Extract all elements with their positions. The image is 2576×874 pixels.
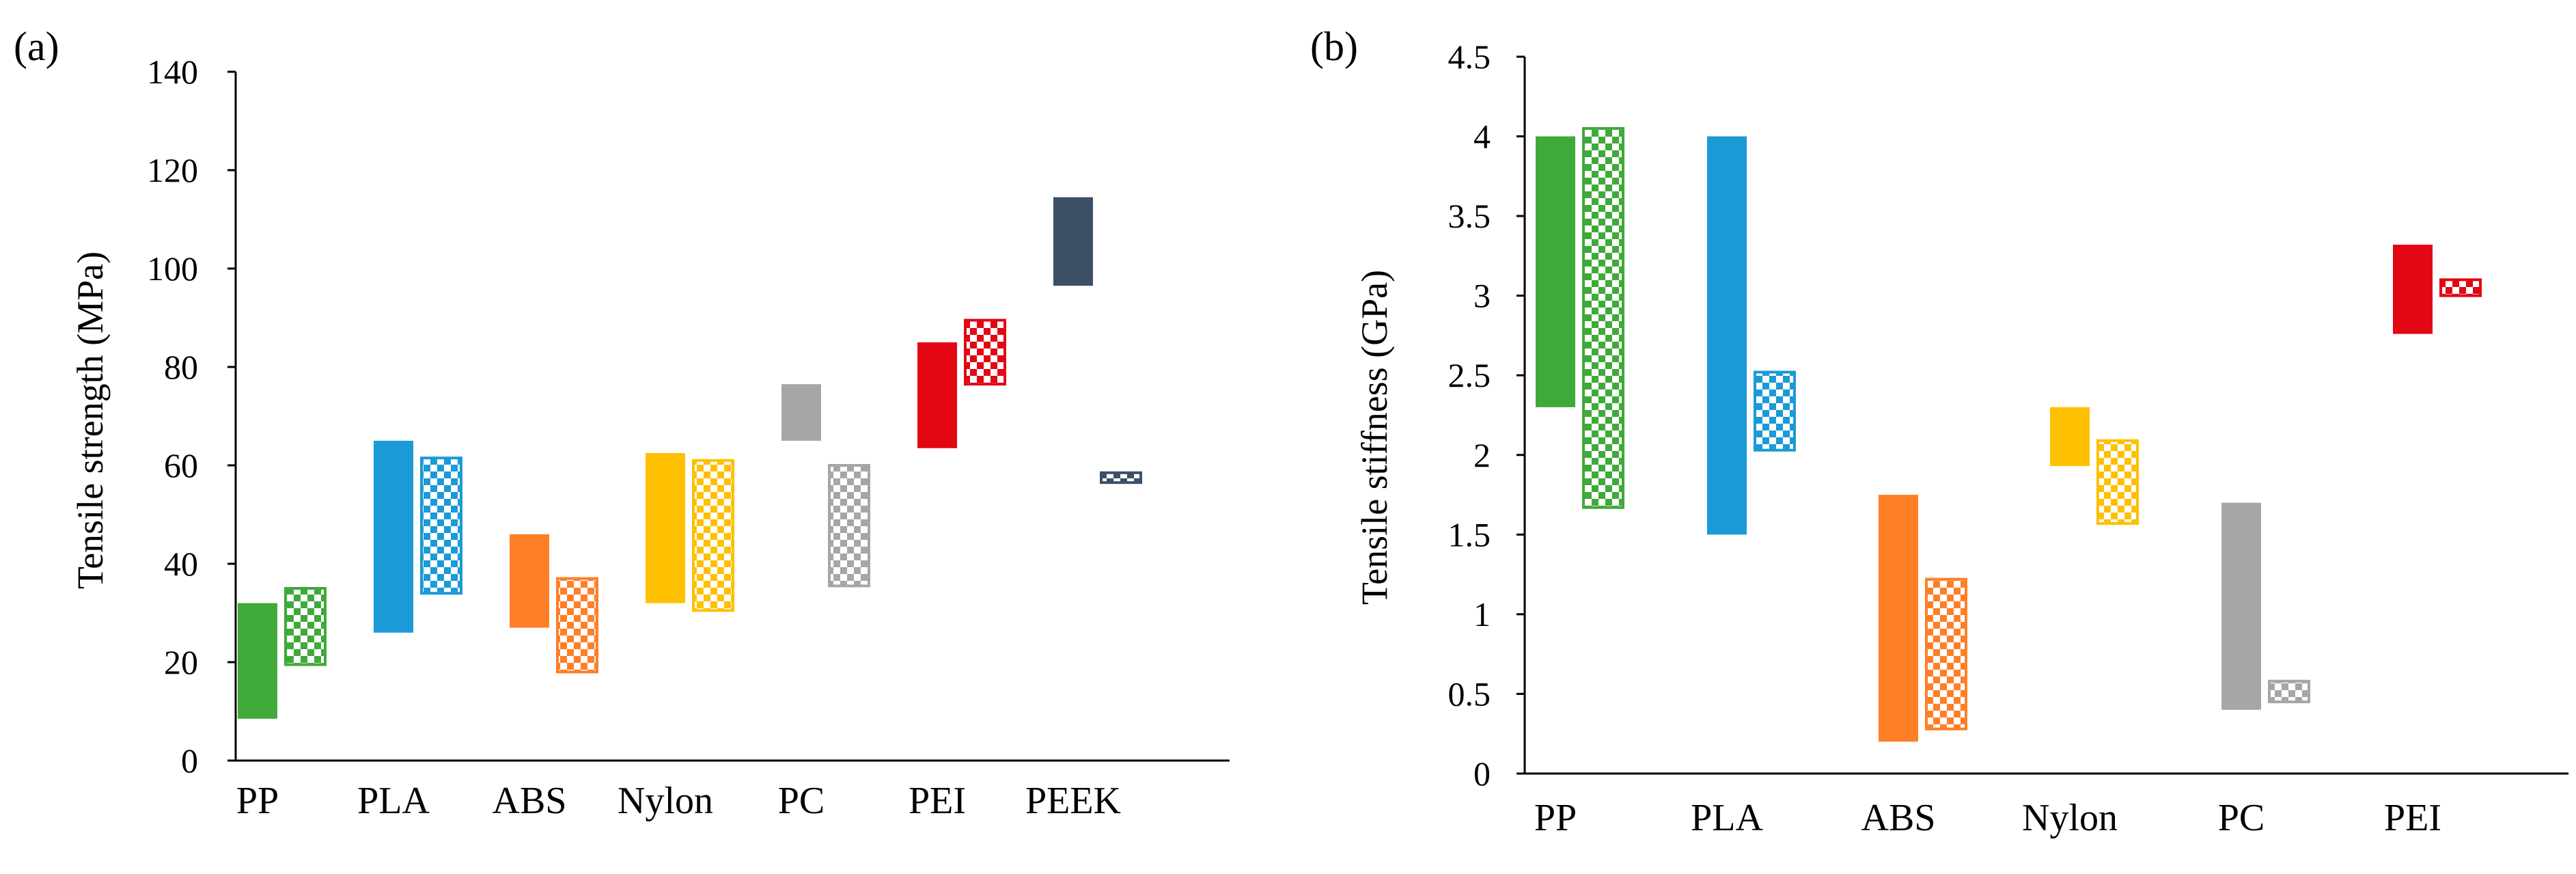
y-tick-labels-a: 0 20 40 60 80 100 120 140 bbox=[147, 53, 198, 780]
y-tick-label: 3 bbox=[1473, 277, 1491, 315]
category-labels-a: PP PLA ABS Nylon PC PEI PEEK bbox=[236, 780, 1121, 822]
y-tick-label: 4 bbox=[1473, 118, 1491, 156]
bar-pei-solid bbox=[2393, 245, 2433, 334]
bar-pp-solid bbox=[1536, 136, 1575, 407]
category-label-pp: PP bbox=[1534, 797, 1577, 839]
y-axis-title-a: Tensile strength (MPa) bbox=[70, 251, 111, 589]
category-label-peek: PEEK bbox=[1025, 780, 1121, 822]
bar-pp-solid bbox=[238, 603, 277, 719]
bar-pla-solid bbox=[1707, 136, 1747, 535]
bars-b bbox=[1536, 126, 2482, 742]
bar-pla-checkered bbox=[420, 456, 462, 595]
bar-pp-checkered bbox=[284, 587, 327, 666]
category-label-pla: PLA bbox=[1691, 797, 1763, 839]
y-tick-label: 20 bbox=[164, 643, 198, 681]
panel-label-a: (a) bbox=[14, 24, 59, 69]
y-tick-label: 3.5 bbox=[1448, 197, 1491, 235]
bar-pla-solid bbox=[374, 441, 413, 633]
category-label-abs: ABS bbox=[1861, 797, 1936, 839]
category-label-pei: PEI bbox=[909, 780, 966, 822]
category-label-nylon: Nylon bbox=[618, 780, 713, 822]
bar-nylon-checkered bbox=[692, 459, 734, 612]
y-tick-label: 140 bbox=[147, 53, 198, 91]
bar-pc-checkered bbox=[828, 464, 870, 588]
y-tick-label: 4.5 bbox=[1448, 38, 1491, 76]
category-labels-b: PP PLA ABS Nylon PC PEI bbox=[1534, 797, 2441, 839]
bars-a bbox=[238, 197, 1142, 719]
bar-pc-checkered bbox=[2268, 679, 2310, 704]
bar-peek-checkered bbox=[1100, 471, 1142, 484]
bar-nylon-solid bbox=[2050, 407, 2090, 467]
bar-pla-checkered bbox=[1754, 370, 1796, 452]
y-tick-labels-b: 0 0.5 1 1.5 2 2.5 3 3.5 4 4.5 bbox=[1448, 38, 1491, 793]
axes-a bbox=[227, 70, 1230, 762]
y-tick-label: 2.5 bbox=[1448, 356, 1491, 394]
category-label-pei: PEI bbox=[2384, 797, 2441, 839]
y-tick-label: 1.5 bbox=[1448, 515, 1491, 554]
y-tick-label: 40 bbox=[164, 545, 198, 583]
category-label-nylon: Nylon bbox=[2022, 797, 2118, 839]
bar-pei-checkered bbox=[2439, 278, 2482, 297]
bar-pei-checkered bbox=[964, 318, 1006, 386]
y-axis-title-b: Tensile stiffness (GPa) bbox=[1354, 270, 1395, 605]
bar-abs-solid bbox=[1879, 495, 1918, 742]
bar-peek-solid bbox=[1053, 197, 1093, 286]
bar-pc-solid bbox=[781, 384, 821, 441]
y-tick-label: 0 bbox=[1473, 754, 1491, 793]
bar-abs-checkered bbox=[556, 577, 598, 674]
category-label-abs: ABS bbox=[493, 780, 567, 822]
chart-panel-a: (a) Tensile strength (MPa) 0 20 40 60 80 100 1… bbox=[14, 24, 1230, 822]
category-label-pla: PLA bbox=[357, 780, 430, 822]
bar-abs-solid bbox=[510, 534, 549, 628]
y-tick-label: 80 bbox=[164, 348, 198, 386]
y-tick-label: 1 bbox=[1473, 595, 1491, 633]
y-tick-label: 100 bbox=[147, 249, 198, 288]
category-label-pp: PP bbox=[236, 780, 279, 822]
y-tick-label: 60 bbox=[164, 446, 198, 484]
panel-label-b: (b) bbox=[1310, 24, 1358, 69]
bar-pei-solid bbox=[917, 342, 957, 448]
y-tick-label: 2 bbox=[1473, 436, 1491, 474]
bar-abs-checkered bbox=[1925, 577, 1967, 730]
y-tick-label: 0.5 bbox=[1448, 674, 1491, 713]
axes-b bbox=[1516, 55, 2568, 775]
bar-nylon-checkered bbox=[2096, 439, 2139, 525]
y-tick-label: 0 bbox=[181, 741, 198, 780]
bar-nylon-solid bbox=[646, 453, 685, 603]
chart-panel-b: (b) Tensile stiffness (GPa) 0 0.5 1 1.5 2 2.5… bbox=[1310, 24, 2568, 839]
category-label-pc: PC bbox=[778, 780, 825, 822]
y-tick-label: 120 bbox=[147, 151, 198, 189]
bar-pc-solid bbox=[2221, 502, 2261, 710]
bar-pp-checkered bbox=[1582, 126, 1624, 509]
category-label-pc: PC bbox=[2218, 797, 2265, 839]
